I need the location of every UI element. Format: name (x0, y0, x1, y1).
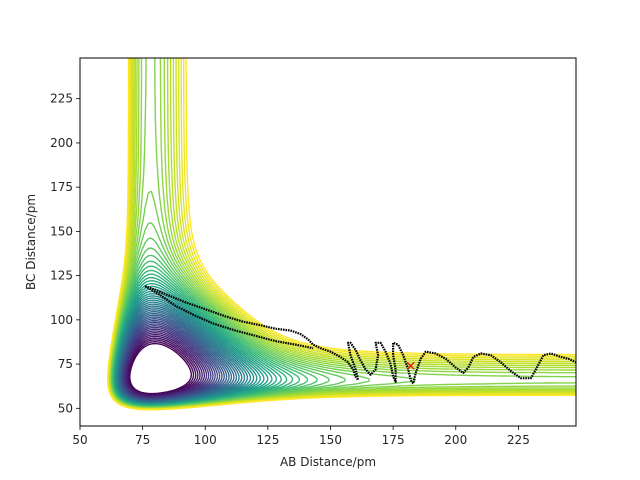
y-axis-title: BC Distance/pm (24, 194, 38, 290)
plot-frame (79, 57, 577, 427)
x-tick-label: 150 (319, 433, 342, 447)
x-tick-label: 200 (444, 433, 467, 447)
y-tick-label: 150 (50, 224, 73, 238)
y-tick-label: 75 (58, 357, 73, 371)
y-axis: 50 75 100 125 150 175 200 225 (50, 92, 80, 415)
end-marker (406, 361, 415, 370)
x-tick-label: 175 (382, 433, 405, 447)
x-tick-label: 75 (135, 433, 150, 447)
trajectory-path (144, 285, 576, 385)
contour-level (107, 58, 576, 411)
y-tick-label: 125 (50, 269, 73, 283)
x-axis-title: AB Distance/pm (280, 455, 376, 469)
y-tick-label: 100 (50, 313, 73, 327)
y-tick-label: 200 (50, 136, 73, 150)
y-tick-label: 175 (50, 180, 73, 194)
end-point-marker (406, 361, 415, 370)
x-tick-label: 50 (72, 433, 87, 447)
y-tick-label: 225 (50, 92, 73, 106)
x-tick-label: 225 (507, 433, 530, 447)
contour-lines (107, 58, 576, 411)
trajectory-return-path (144, 285, 314, 350)
trajectory (144, 285, 576, 385)
x-tick-label: 125 (256, 433, 279, 447)
y-tick-label: 50 (58, 401, 73, 415)
x-axis: 50 75 100 125 150 175 200 225 (72, 426, 530, 447)
x-tick-label: 100 (194, 433, 217, 447)
